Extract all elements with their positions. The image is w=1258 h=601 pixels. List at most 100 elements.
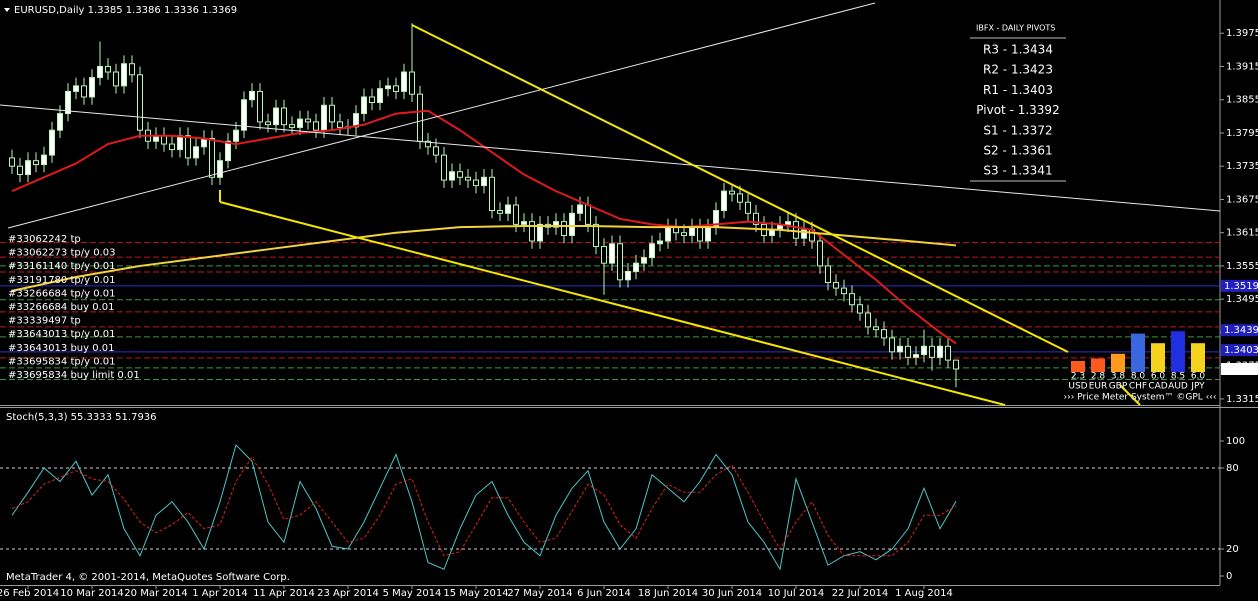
candle-body [217,160,223,178]
candle-body [633,262,639,272]
meter-currency: AUD [1168,382,1188,392]
candle-body [449,171,455,181]
y-tick-label: 1.3615 [1226,228,1258,239]
candle-body [937,345,943,358]
order-label: #33266684 tp/y 0.01 [8,288,115,299]
candle-body [249,90,255,101]
meter-currency: EUR [1089,382,1108,392]
y-tick-label: 1.3795 [1226,128,1258,139]
candle-body [329,104,335,123]
x-tick-label: 10 Jul 2014 [768,588,825,599]
x-tick-label: 30 Jun 2014 [702,588,762,599]
candle-body [561,221,567,236]
candle-body [537,223,543,242]
pivot-level: S1 - 1.3372 [983,123,1052,137]
pivot-title: IBFX - DAILY PIVOTS [976,24,1055,33]
candle-body [641,257,647,264]
candle-body [33,160,39,166]
meter-currency: GBP [1109,382,1128,392]
candle-body [137,74,143,131]
y-tick-label: 1.3495 [1226,294,1258,305]
meter-value: 3.8 [1111,372,1126,382]
meter-currency: CHF [1129,382,1147,392]
candle-body [225,140,231,162]
candle-body [57,113,63,131]
y-tick-label: 1.3855 [1226,95,1258,106]
menu-arrow[interactable] [4,8,10,12]
candle-body [105,65,111,73]
candle-body [497,210,503,214]
order-label: #33062273 tp/y 0.03 [8,248,115,259]
candle-body [441,154,447,181]
candle-body [577,204,583,214]
footer: MetaTrader 4, © 2001-2014, MetaQuotes So… [6,572,290,583]
candle-body [361,96,367,115]
candle-body [513,204,519,225]
order-label: #33161140 tp/y 0.01 [8,261,115,272]
candle-body [177,135,183,151]
order-label: #33339497 tp [8,316,81,327]
candle-body [737,193,743,203]
meter-value: 2.8 [1091,372,1106,382]
candle-body [649,243,655,259]
order-label: #33695834 buy limit 0.01 [8,370,140,381]
pivot-level: S3 - 1.3341 [983,164,1052,178]
y-tick-label: 1.3915 [1226,61,1258,72]
candle-body [913,354,919,358]
pivot-level: R2 - 1.3423 [983,63,1053,77]
candle-body [209,138,215,178]
order-label: #33643013 buy 0.01 [8,343,115,354]
price-tag-label: 1.3519 [1224,281,1258,292]
candle-body [721,190,727,212]
candle-body [569,212,575,236]
candle-body [433,146,439,156]
candle-body [681,232,687,236]
candle-body [585,204,591,225]
order-label: #33191780 tp/y 0.01 [8,275,115,286]
trendline [219,201,1006,406]
candle-body [905,345,911,358]
pivot-level: R3 - 1.3434 [983,43,1053,57]
price-tag [1221,279,1258,292]
candle-body [521,221,527,225]
meter-value: 8.5 [1171,372,1185,382]
candle-body [233,129,239,142]
candle-body [393,85,399,92]
candle-body [321,104,327,131]
candle-body [257,90,263,123]
candle-body [9,157,15,167]
candle-body [273,107,279,126]
y-tick-label: 1.3975 [1226,28,1258,39]
candle-body [857,304,863,314]
price-tag [1221,344,1258,357]
candle-body [921,345,927,356]
candle-body [625,270,631,281]
candle-body [377,88,383,103]
candle-body [193,146,199,159]
candle-body [769,229,775,236]
x-tick-label: 6 Jun 2014 [577,588,631,599]
candle-body [753,212,759,225]
price-tag-label: 1.3439 [1224,325,1258,336]
chart-title: EURUSD,Daily 1.3385 1.3386 1.3336 1.3369 [14,5,237,16]
candle-body [953,359,959,370]
candle-body [113,71,119,87]
candle-body [929,345,935,358]
candle-body [897,345,903,353]
candle-body [889,337,895,353]
candle-body [657,240,663,245]
candle-body [425,140,431,148]
candle-body [73,85,79,92]
y-tick-label: 0 [1226,571,1232,582]
candle-body [793,221,799,239]
candle-body [729,190,735,195]
price-tag-label: 1.3369 [1224,364,1258,375]
candle-body [401,71,407,92]
candle-body [801,229,807,239]
candle-body [89,77,95,98]
candle-body [409,71,415,95]
meter-currency: CAD [1148,382,1167,392]
meter-bar [1151,343,1165,372]
